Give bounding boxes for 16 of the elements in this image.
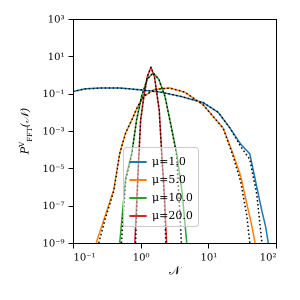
legend-label: μ=5.0 [152, 173, 186, 186]
y-tick-label: 10⁻⁹ [42, 238, 64, 250]
y-tick-label: 10⁻³ [42, 126, 64, 138]
x-tick-label: 10⁰ [132, 252, 150, 264]
legend-label: μ=1.0 [152, 155, 186, 168]
x-axis-title: 𝒩 [169, 264, 183, 278]
legend-label: μ=10.0 [152, 191, 193, 204]
y-tick-label: 10⁻⁵ [42, 164, 64, 175]
y-tick-label: 10³ [48, 14, 64, 26]
y-tick-label: 10⁻¹ [42, 89, 64, 100]
x-tick-label: 10¹ [200, 252, 218, 264]
y-tick-label: 10⁻⁷ [42, 201, 64, 212]
x-tick-label: 10² [260, 252, 276, 264]
x-tick-label: 10⁻¹ [74, 252, 96, 264]
y-tick-label: 10¹ [48, 52, 64, 63]
legend-label: μ=20.0 [152, 209, 193, 222]
